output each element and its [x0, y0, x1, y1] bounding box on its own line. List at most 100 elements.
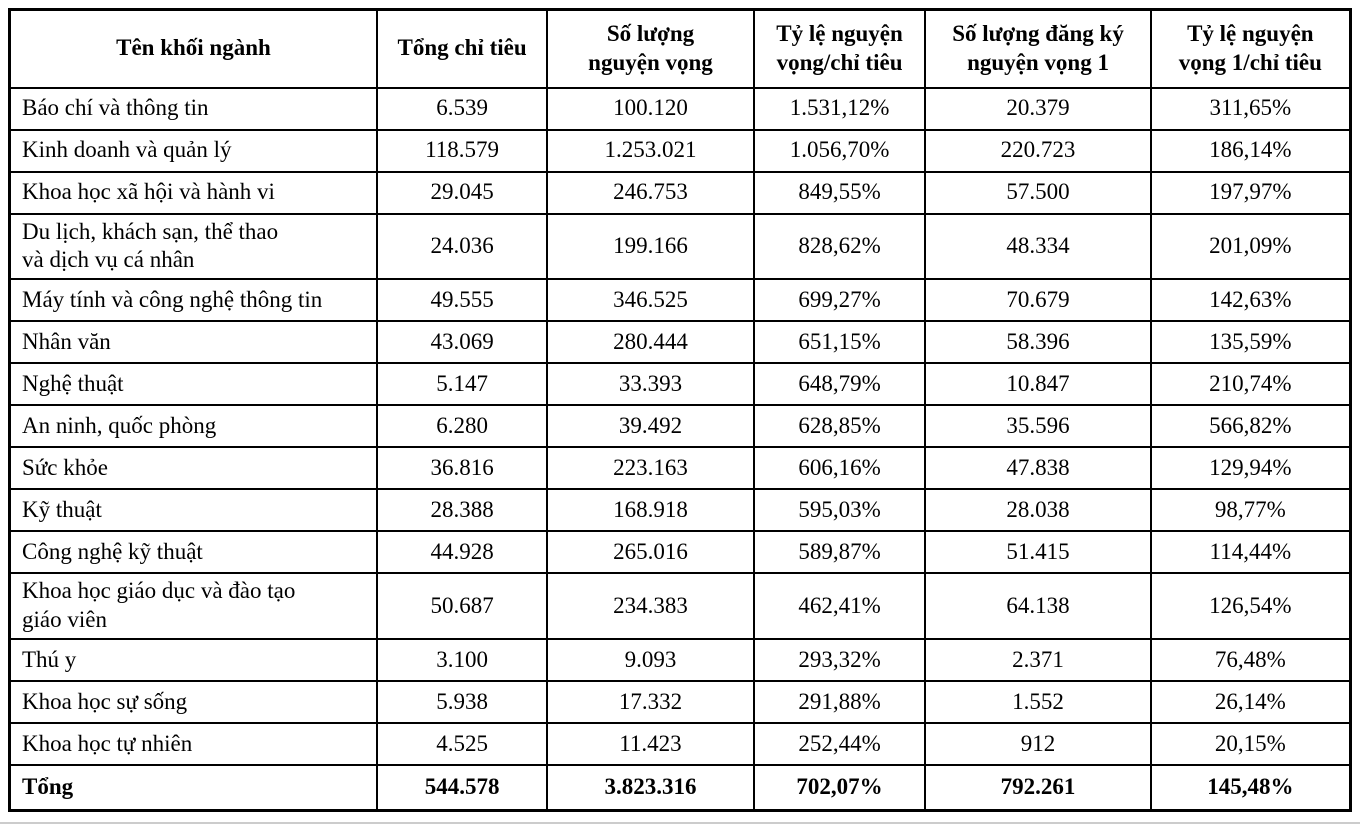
- value-cell: 29.045: [375, 170, 549, 215]
- table-row: Khoa học xã hội và hành vi 29.045 246.753 8…: [8, 170, 1352, 215]
- value-cell: 5.147: [375, 362, 549, 407]
- value-cell: 36.816: [375, 446, 549, 491]
- value-cell: 114,44%: [1149, 530, 1352, 575]
- value-cell: 9.093: [546, 638, 755, 683]
- value-cell: 311,65%: [1149, 86, 1352, 131]
- value-cell: 648,79%: [752, 362, 927, 407]
- value-cell: 10.847: [924, 362, 1152, 407]
- value-cell: 26,14%: [1149, 680, 1352, 725]
- row-label: Công nghệ kỹ thuật: [8, 530, 378, 575]
- row-label: Khoa học tự nhiên: [8, 722, 378, 767]
- value-cell: 186,14%: [1149, 128, 1352, 173]
- row-label: Khoa học giáo dục và đào tạo giáo viên: [8, 572, 378, 641]
- table-row: Khoa học sự sống 5.938 17.332 291,88% 1.552 2…: [8, 680, 1352, 725]
- value-cell: 47.838: [924, 446, 1152, 491]
- row-label: Máy tính và công nghệ thông tin: [8, 278, 378, 323]
- value-cell: 6.539: [375, 86, 549, 131]
- value-cell: 566,82%: [1149, 404, 1352, 449]
- value-cell: 168.918: [546, 488, 755, 533]
- table-row: Khoa học tự nhiên 4.525 11.423 252,44% 912 20…: [8, 722, 1352, 767]
- column-header-so-luong-nguyen-vong: Số lượng nguyện vọng: [546, 8, 755, 89]
- value-cell: 33.393: [546, 362, 755, 407]
- value-cell: 98,77%: [1149, 488, 1352, 533]
- value-cell: 39.492: [546, 404, 755, 449]
- value-cell: 595,03%: [752, 488, 927, 533]
- value-cell: 145,48%: [1149, 764, 1352, 812]
- row-label: Kỹ thuật: [8, 488, 378, 533]
- table-row: Kinh doanh và quản lý 118.579 1.253.021 1.0…: [8, 128, 1352, 173]
- value-cell: 50.687: [375, 572, 549, 641]
- value-cell: 912: [924, 722, 1152, 767]
- value-cell: 5.938: [375, 680, 549, 725]
- value-cell: 544.578: [375, 764, 549, 812]
- value-cell: 58.396: [924, 320, 1152, 365]
- header-row: Tên khối ngành Tổng chỉ tiêu Số lượng ng…: [8, 8, 1352, 89]
- value-cell: 280.444: [546, 320, 755, 365]
- column-header-so-luong-dang-ky-nguyen-vong-1: Số lượng đăng ký nguyện vọng 1: [924, 8, 1152, 89]
- value-cell: 3.100: [375, 638, 549, 683]
- value-cell: 220.723: [924, 128, 1152, 173]
- value-cell: 210,74%: [1149, 362, 1352, 407]
- value-cell: 129,94%: [1149, 446, 1352, 491]
- row-label: Du lịch, khách sạn, thể thao và dịch vụ …: [8, 212, 378, 281]
- value-cell: 651,15%: [752, 320, 927, 365]
- value-cell: 48.334: [924, 212, 1152, 281]
- value-cell: 265.016: [546, 530, 755, 575]
- value-cell: 293,32%: [752, 638, 927, 683]
- total-row: Tổng 544.578 3.823.316 702,07% 792.261 145,48…: [8, 764, 1352, 812]
- value-cell: 57.500: [924, 170, 1152, 215]
- value-cell: 1.056,70%: [752, 128, 927, 173]
- value-cell: 20.379: [924, 86, 1152, 131]
- row-label: Tổng: [8, 764, 378, 812]
- column-header-ty-le-nguyen-vong-1-chi-tieu: Tỷ lệ nguyện vọng 1/chỉ tiêu: [1149, 8, 1352, 89]
- row-label: Báo chí và thông tin: [8, 86, 378, 131]
- value-cell: 11.423: [546, 722, 755, 767]
- value-cell: 24.036: [375, 212, 549, 281]
- value-cell: 628,85%: [752, 404, 927, 449]
- value-cell: 118.579: [375, 128, 549, 173]
- table-body: Báo chí và thông tin 6.539 100.120 1.531,12…: [8, 86, 1352, 812]
- value-cell: 234.383: [546, 572, 755, 641]
- row-label: Khoa học xã hội và hành vi: [8, 170, 378, 215]
- table-row: Du lịch, khách sạn, thể thao và dịch vụ …: [8, 212, 1352, 281]
- value-cell: 142,63%: [1149, 278, 1352, 323]
- value-cell: 64.138: [924, 572, 1152, 641]
- page-bottom-divider: [0, 822, 1360, 824]
- value-cell: 606,16%: [752, 446, 927, 491]
- value-cell: 6.280: [375, 404, 549, 449]
- value-cell: 43.069: [375, 320, 549, 365]
- value-cell: 3.823.316: [546, 764, 755, 812]
- table-header: Tên khối ngành Tổng chỉ tiêu Số lượng ng…: [8, 8, 1352, 89]
- value-cell: 199.166: [546, 212, 755, 281]
- value-cell: 51.415: [924, 530, 1152, 575]
- value-cell: 792.261: [924, 764, 1152, 812]
- value-cell: 197,97%: [1149, 170, 1352, 215]
- row-label: Khoa học sự sống: [8, 680, 378, 725]
- value-cell: 246.753: [546, 170, 755, 215]
- value-cell: 20,15%: [1149, 722, 1352, 767]
- table-row: Nhân văn 43.069 280.444 651,15% 58.396 135,59…: [8, 320, 1352, 365]
- table-row: An ninh, quốc phòng 6.280 39.492 628,85% 35.…: [8, 404, 1352, 449]
- value-cell: 70.679: [924, 278, 1152, 323]
- column-header-ty-le-nguyen-vong-chi-tieu: Tỷ lệ nguyện vọng/chỉ tiêu: [752, 8, 927, 89]
- value-cell: 126,54%: [1149, 572, 1352, 641]
- row-label: Thú y: [8, 638, 378, 683]
- value-cell: 76,48%: [1149, 638, 1352, 683]
- value-cell: 1.253.021: [546, 128, 755, 173]
- value-cell: 849,55%: [752, 170, 927, 215]
- table-row: Thú y 3.100 9.093 293,32% 2.371 76,48%: [8, 638, 1352, 683]
- value-cell: 346.525: [546, 278, 755, 323]
- table-row: Sức khỏe 36.816 223.163 606,16% 47.838 129,94…: [8, 446, 1352, 491]
- value-cell: 828,62%: [752, 212, 927, 281]
- value-cell: 201,09%: [1149, 212, 1352, 281]
- table-row: Nghệ thuật 5.147 33.393 648,79% 10.847 210,74…: [8, 362, 1352, 407]
- admissions-table: Tên khối ngành Tổng chỉ tiêu Số lượng ng…: [8, 8, 1352, 812]
- column-header-tong-chi-tieu: Tổng chỉ tiêu: [375, 8, 549, 89]
- value-cell: 28.388: [375, 488, 549, 533]
- value-cell: 135,59%: [1149, 320, 1352, 365]
- value-cell: 462,41%: [752, 572, 927, 641]
- row-label: Nhân văn: [8, 320, 378, 365]
- value-cell: 100.120: [546, 86, 755, 131]
- value-cell: 44.928: [375, 530, 549, 575]
